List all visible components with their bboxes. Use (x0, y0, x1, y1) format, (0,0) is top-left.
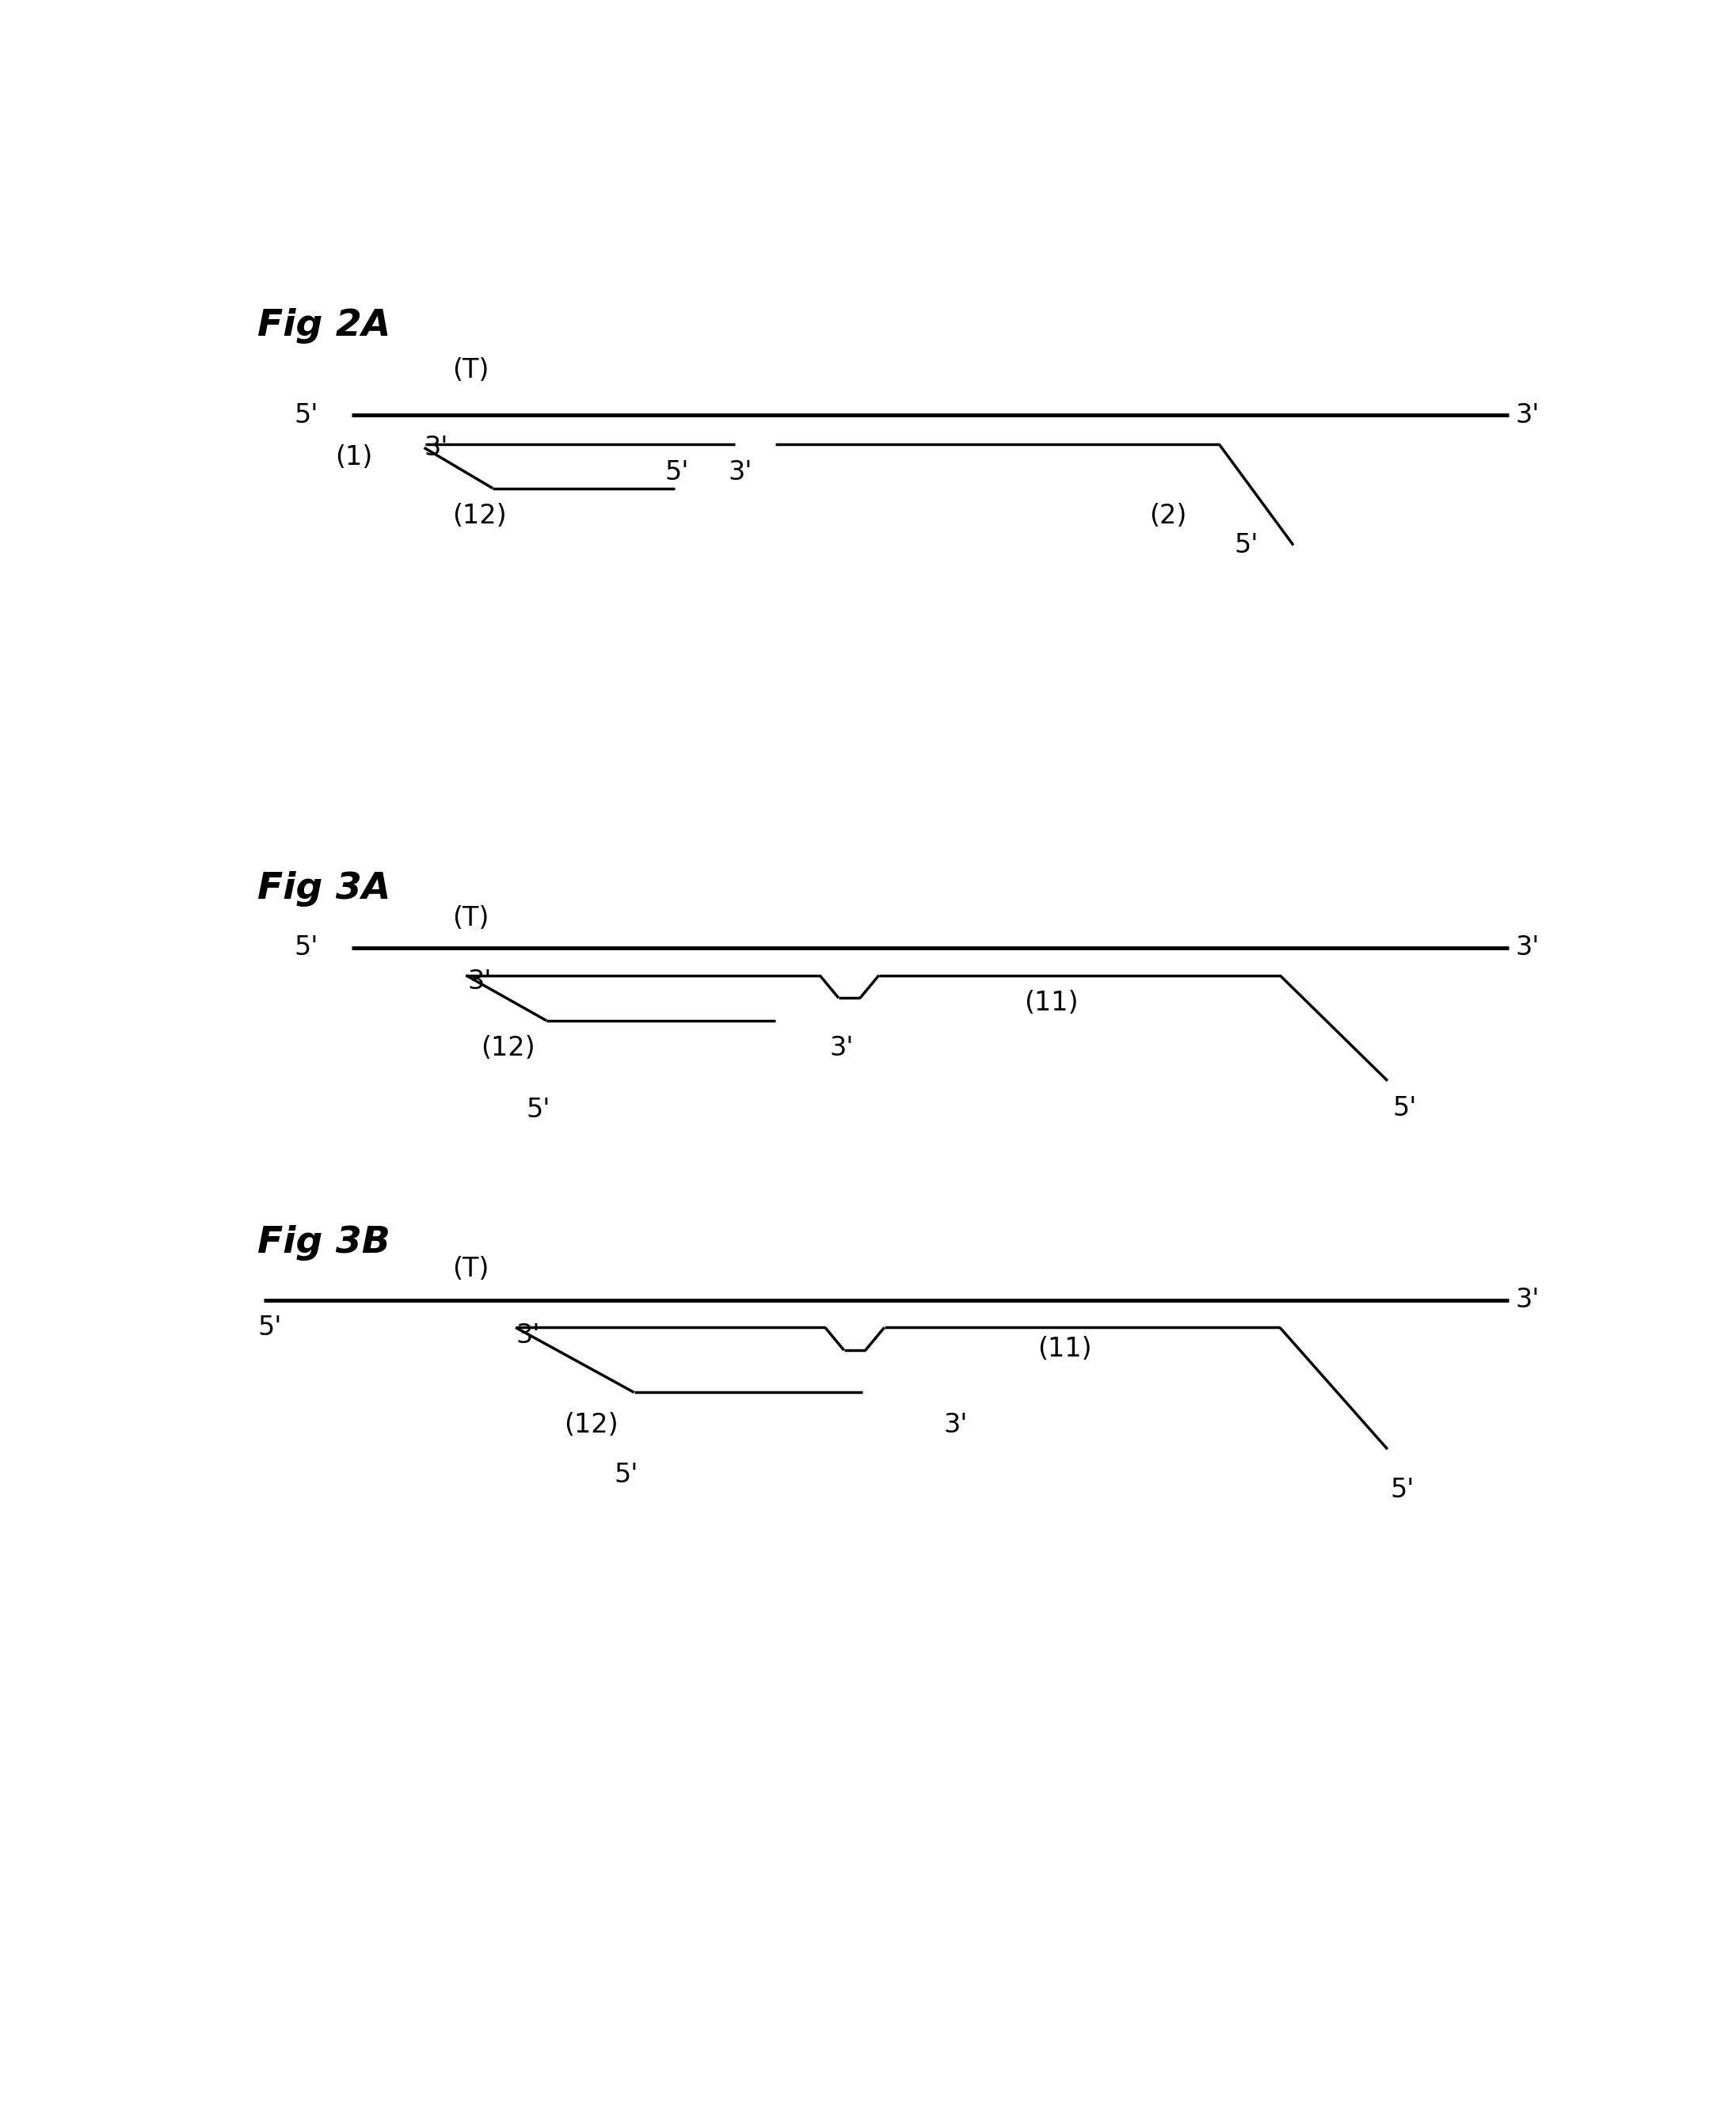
Text: Fig 2A: Fig 2A (257, 308, 391, 344)
Text: 3': 3' (944, 1412, 967, 1438)
Text: 5': 5' (257, 1315, 281, 1341)
Text: 3': 3' (1516, 403, 1540, 428)
Text: (1): (1) (335, 445, 373, 470)
Text: 3': 3' (467, 970, 491, 995)
Text: (T): (T) (453, 1256, 490, 1282)
Text: 5': 5' (1391, 1478, 1415, 1503)
Text: (12): (12) (564, 1412, 618, 1438)
Text: (T): (T) (453, 356, 490, 384)
Text: 3': 3' (1516, 1286, 1540, 1313)
Text: (12): (12) (453, 504, 507, 529)
Text: Fig 3B: Fig 3B (257, 1225, 391, 1261)
Text: 3': 3' (424, 434, 448, 462)
Text: (11): (11) (1038, 1336, 1092, 1362)
Text: 5': 5' (615, 1463, 639, 1488)
Text: 5': 5' (1392, 1096, 1417, 1121)
Text: 3': 3' (516, 1322, 540, 1349)
Text: 5': 5' (1234, 531, 1259, 559)
Text: (T): (T) (453, 906, 490, 932)
Text: Fig 3A: Fig 3A (257, 871, 391, 906)
Text: (12): (12) (481, 1035, 535, 1060)
Text: (11): (11) (1024, 991, 1078, 1016)
Text: 3': 3' (1516, 934, 1540, 961)
Text: 5': 5' (665, 460, 689, 485)
Text: 5': 5' (526, 1096, 550, 1124)
Text: 5': 5' (293, 403, 318, 428)
Text: 5': 5' (293, 934, 318, 961)
Text: 3': 3' (729, 460, 752, 485)
Text: (2): (2) (1149, 504, 1187, 529)
Text: 3': 3' (830, 1035, 854, 1060)
